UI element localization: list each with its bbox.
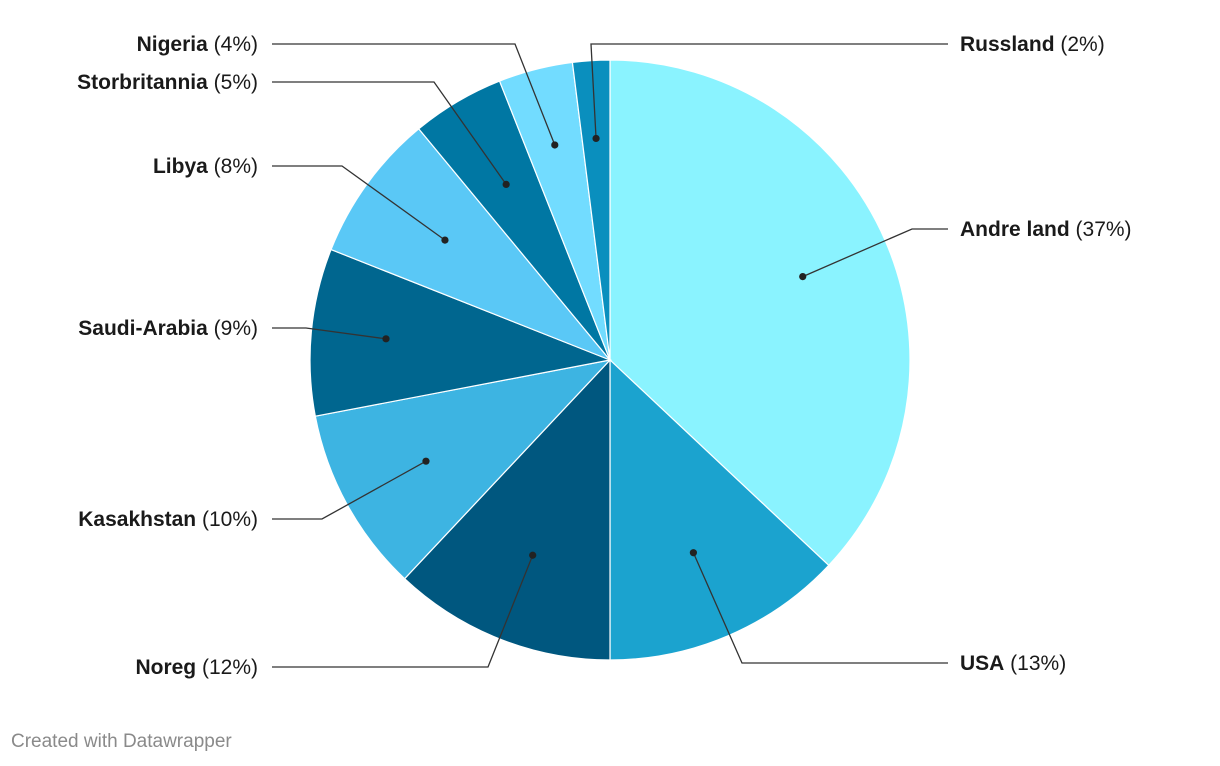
label-name-storbritannia: Storbritannia [77,71,208,94]
leader-line-storbritannia [272,81,507,185]
label-pct-noreg: (12%) [196,656,258,679]
label-name-russland: Russland [960,33,1055,56]
label-saudi-arabia: Saudi-Arabia (9%) [78,317,258,340]
label-name-usa: USA [960,652,1004,675]
label-pct-andre-land: (37%) [1070,218,1132,241]
leader-line-andre-land [802,228,948,278]
slice-labels: Andre land (37%) USA (13%) Noreg (12%) Kasa… [77,33,1131,679]
leader-line-libya [272,165,446,241]
leader-dot-kasakhstan [422,457,430,465]
label-pct-saudi-arabia: (9%) [208,317,258,340]
leader-dot-andre-land [799,272,807,281]
pie-slices [309,59,911,661]
label-storbritannia: Storbritannia (5%) [77,71,258,94]
label-name-noreg: Noreg [135,656,196,679]
leader-dot-nigeria [551,141,559,149]
label-andre-land: Andre land (37%) [960,218,1132,241]
label-libya: Libya (8%) [153,155,258,178]
leader-dot-saudi-arabia [382,335,390,343]
slice-saudi-arabia[interactable] [309,248,613,417]
label-pct-nigeria: (4%) [208,33,258,56]
leader-line-usa [692,552,948,664]
label-name-libya: Libya [153,155,208,178]
leader-line-kasakhstan [272,460,427,520]
leader-dot-noreg [529,551,537,559]
slice-russland[interactable] [571,59,611,361]
label-name-saudi-arabia: Saudi-Arabia [78,317,208,340]
label-noreg: Noreg (12%) [135,656,258,679]
leader-line-russland [590,43,948,139]
leader-line-nigeria [272,43,556,146]
label-pct-usa: (13%) [1004,652,1066,675]
label-name-kasakhstan: Kasakhstan [78,508,196,531]
leader-line-saudi-arabia [272,327,387,340]
label-usa: USA (13%) [960,652,1066,675]
datawrapper-credit[interactable]: Created with Datawrapper [11,731,232,752]
label-pct-russland: (2%) [1055,33,1105,56]
leader-lines [272,43,948,668]
label-name-nigeria: Nigeria [137,33,209,56]
leader-dot-libya [441,236,449,244]
label-pct-storbritannia: (5%) [208,71,258,94]
label-nigeria: Nigeria (4%) [137,33,258,56]
label-kasakhstan: Kasakhstan (10%) [78,508,258,531]
leader-dot-russland [592,134,600,143]
label-russland: Russland (2%) [960,33,1105,56]
label-name-andre-land: Andre land [960,218,1070,241]
leader-dot-storbritannia [502,180,510,189]
leader-line-noreg [272,555,534,668]
label-pct-libya: (8%) [208,155,258,178]
label-pct-kasakhstan: (10%) [196,508,258,531]
leader-dot-usa [689,549,698,557]
